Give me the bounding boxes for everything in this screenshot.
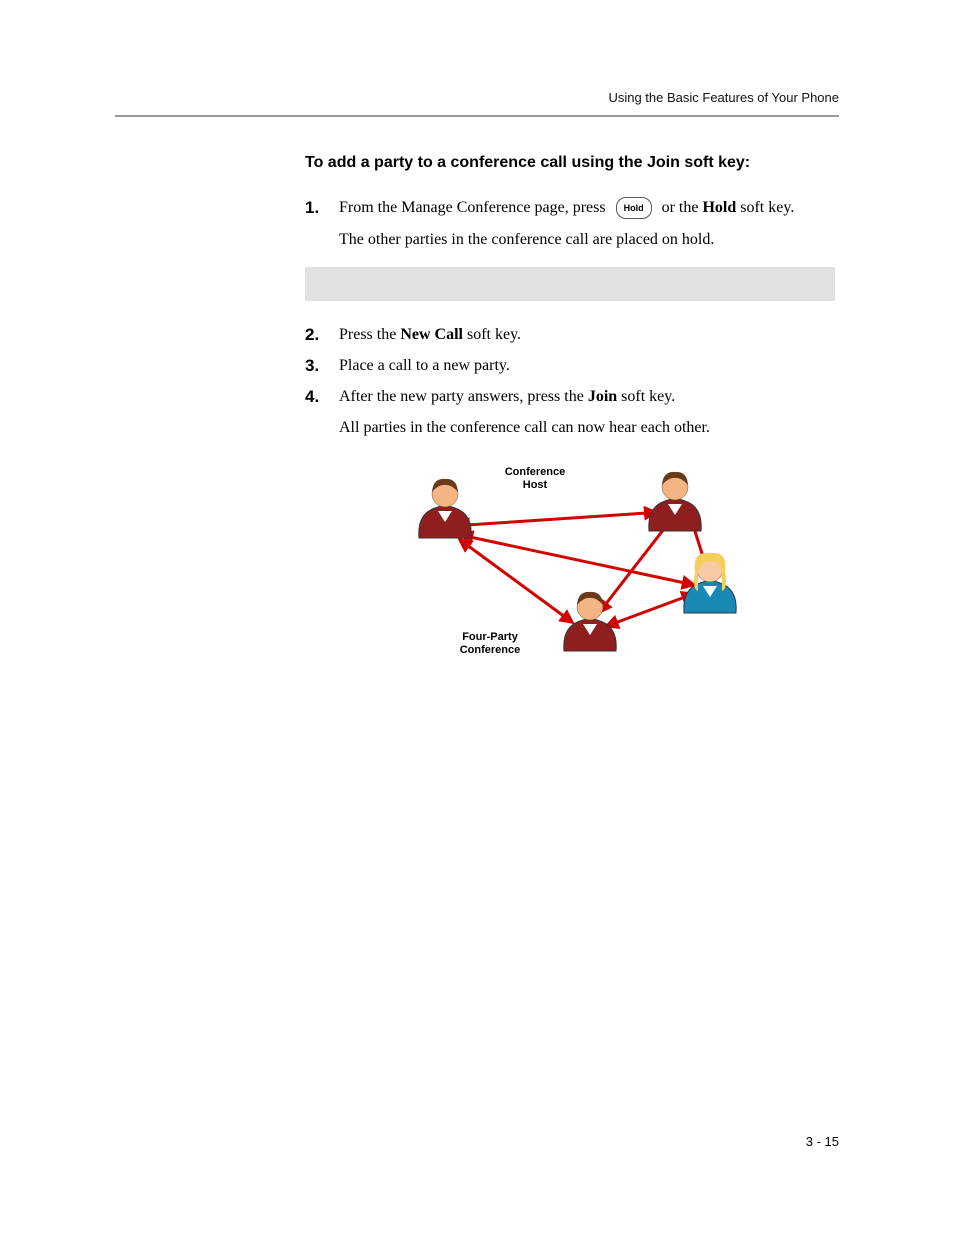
- header-rule: [115, 115, 839, 117]
- step-2: Press the New Call soft key.: [305, 323, 835, 346]
- conference-diagram: ConferenceHostFour-PartyConference: [375, 455, 835, 692]
- step-4-pre: After the new party answers, press the: [339, 388, 588, 405]
- section-heading: To add a party to a conference call usin…: [305, 151, 835, 174]
- svg-text:Four-Party: Four-Party: [462, 631, 519, 643]
- step-1-mid: or the: [662, 199, 703, 216]
- step-2-post: soft key.: [467, 326, 521, 343]
- svg-text:Conference: Conference: [505, 466, 566, 478]
- steps-list-cont: Press the New Call soft key. Place a cal…: [305, 323, 835, 440]
- step-3-text: Place a call to a new party.: [339, 354, 835, 377]
- step-1-pre: From the Manage Conference page, press: [339, 199, 610, 216]
- step-3: Place a call to a new party.: [305, 354, 835, 377]
- step-4-cont: All parties in the conference call can n…: [339, 416, 835, 439]
- step-4-bold: Join: [588, 388, 617, 405]
- step-4-post: soft key.: [621, 388, 675, 405]
- hold-button-icon: Hold: [616, 197, 652, 219]
- svg-text:Host: Host: [523, 479, 548, 491]
- note-box: [305, 267, 835, 301]
- page-number: 3 - 15: [806, 1134, 839, 1149]
- step-1-cont: The other parties in the conference call…: [339, 228, 835, 251]
- step-1-bold: Hold: [702, 199, 736, 216]
- running-header: Using the Basic Features of Your Phone: [115, 90, 839, 105]
- svg-text:Conference: Conference: [460, 644, 521, 656]
- steps-list: From the Manage Conference page, press H…: [305, 196, 835, 251]
- page: Using the Basic Features of Your Phone T…: [0, 0, 954, 1235]
- step-1-post: soft key.: [740, 199, 794, 216]
- conference-svg: ConferenceHostFour-PartyConference: [375, 455, 755, 685]
- content-column: To add a party to a conference call usin…: [305, 151, 835, 693]
- step-2-pre: Press the: [339, 326, 400, 343]
- step-1: From the Manage Conference page, press H…: [305, 196, 835, 251]
- step-2-bold: New Call: [400, 326, 463, 343]
- step-4: After the new party answers, press the J…: [305, 385, 835, 439]
